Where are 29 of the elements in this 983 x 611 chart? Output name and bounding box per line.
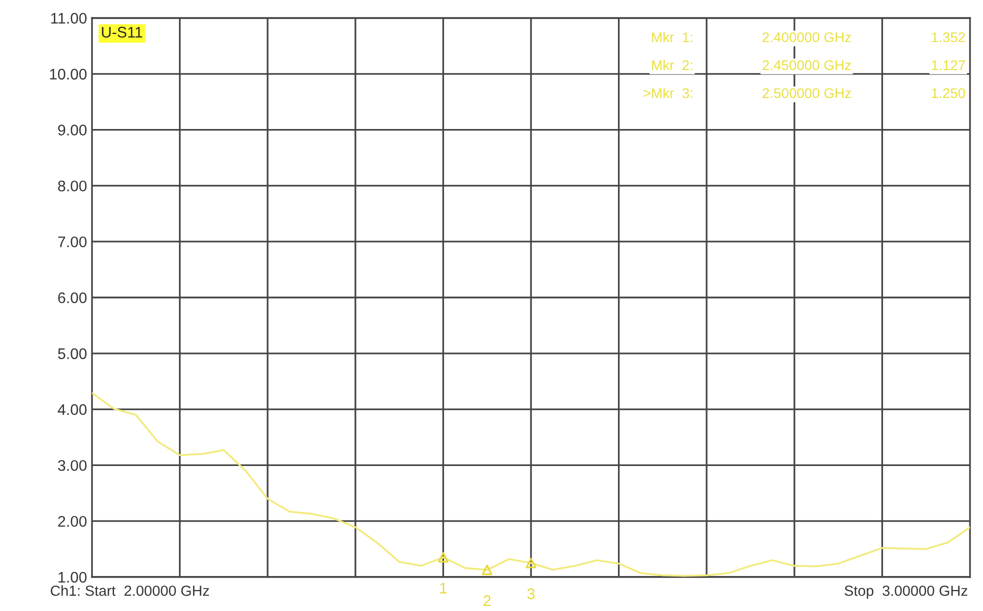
y-tick-label: 4.00 [58, 404, 87, 415]
point [526, 558, 536, 568]
text: Ch1: Start 2.00000 GHz [50, 585, 209, 596]
y-tick-label: 6.00 [58, 292, 87, 304]
annotation: 2.500000 GHz [762, 88, 851, 98]
y-tick-label: 10.00 [50, 68, 87, 80]
y-tick-label: 5.00 [58, 348, 87, 360]
annotation: 2.450000 GHz [762, 60, 851, 70]
y-tick-label: 3.00 [58, 460, 87, 471]
text: 2 [484, 595, 491, 606]
annotation: 1.352 [932, 32, 965, 42]
y-tick-label: 1.00 [58, 572, 87, 583]
annotation: 2.400000 GHz [762, 32, 851, 42]
y-tick-label: 7.00 [58, 236, 87, 248]
text: 1 [440, 582, 447, 594]
y-tick-label: 2.00 [58, 516, 87, 527]
annotation: Mkr 1: [652, 32, 692, 42]
y-tick-label: 11.00 [51, 12, 87, 24]
annotation: Mkr 2: [652, 60, 692, 70]
annotation: 1.250 [932, 88, 966, 98]
text: 3 [527, 588, 535, 600]
point [438, 552, 448, 563]
chart-title: U-S11 [102, 26, 142, 38]
annotation: >Mkr 3: [644, 88, 692, 98]
y-tick-label: 9.00 [58, 124, 87, 136]
point [482, 564, 492, 576]
y-tick-label: 8.00 [58, 180, 87, 192]
annotation: 1.127 [932, 60, 965, 70]
text: Stop 3.00000 GHz [844, 586, 968, 599]
